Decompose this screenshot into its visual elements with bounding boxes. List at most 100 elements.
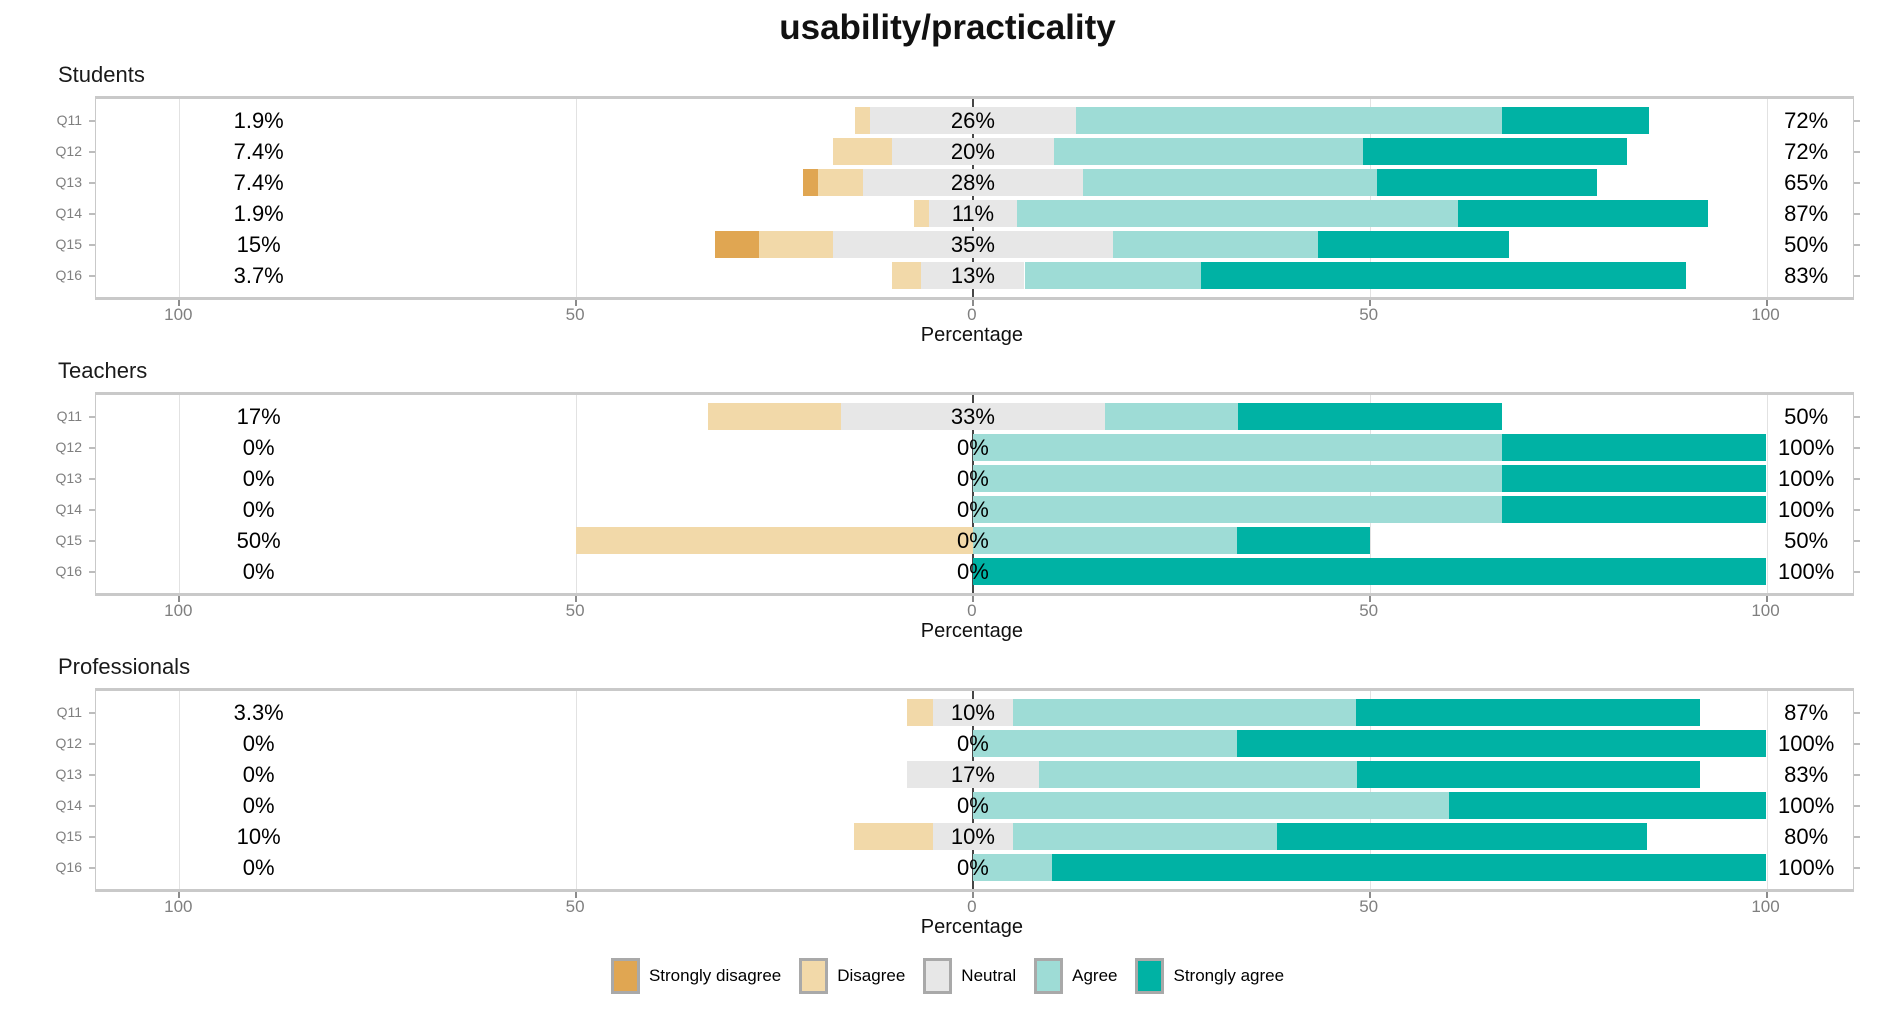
axis-tick-mark: [1368, 596, 1371, 602]
x-axis: 100 50 0 50 100: [95, 596, 1852, 620]
bar-segment-neutral: [833, 231, 1113, 258]
bar-segment-strongly-disagree: [803, 169, 819, 196]
value-label-right: 100%: [1778, 466, 1835, 491]
value-label-right: 100%: [1778, 435, 1835, 460]
bar-segment-agree: [972, 854, 1053, 881]
bar-segment-disagree: [891, 262, 922, 289]
value-label-left: 0%: [242, 762, 275, 787]
value-label-right: 100%: [1778, 731, 1835, 756]
zero-line: [971, 395, 974, 593]
value-label-left: 0%: [242, 793, 275, 818]
x-axis-title: Percentage: [920, 324, 1024, 346]
bar-segment-strongly-agree: [1052, 854, 1767, 881]
legend: Strongly disagree Disagree Neutral Agree Str…: [0, 954, 1895, 998]
bar-segment-agree: [1012, 823, 1277, 850]
q-tick-mark: [1854, 867, 1860, 869]
plot-area: Q11 3.3% 10% 87% Q12 0% 0% 100% Q13 0% 17% 83% Q14 0%…: [56, 688, 1860, 898]
q-tick-mark: [1854, 571, 1860, 573]
bar-segment-neutral: [921, 262, 1025, 289]
bar-segment-strongly-agree: [1200, 262, 1686, 289]
q-tick-mark: [1854, 743, 1860, 745]
bar-row: Q12 0% 0% 100%: [56, 728, 1860, 759]
q-tick-mark: [89, 447, 95, 449]
q-tick-mark: [89, 182, 95, 184]
q-tick-mark: [1854, 478, 1860, 480]
axis-tick-mark: [1368, 300, 1371, 306]
value-label-neutral: 0%: [957, 435, 989, 460]
value-label-neutral: 10%: [950, 700, 995, 725]
value-label-right: 100%: [1778, 497, 1835, 522]
grid-line: [1369, 99, 1371, 297]
value-label-neutral: 26%: [950, 108, 995, 133]
q-tick-mark: [89, 805, 95, 807]
axis-tick-label: 0: [967, 897, 977, 916]
axis-tick-label: 50: [565, 601, 585, 620]
value-label-right: 80%: [1784, 824, 1829, 849]
bar-segment-disagree: [855, 107, 871, 134]
x-axis-title: Percentage: [920, 916, 1024, 938]
grid-line: [1766, 99, 1768, 297]
grid-line: [576, 691, 578, 889]
zero-line: [971, 99, 974, 297]
bar-segment-strongly-agree: [1356, 699, 1700, 726]
value-label-left: 0%: [242, 497, 275, 522]
legend-label-disagree: Disagree: [837, 966, 906, 985]
bar-row: Q16 0% 0% 100%: [56, 556, 1860, 587]
q-tick-mark: [1854, 151, 1860, 153]
value-label-left: 1.9%: [233, 201, 284, 226]
legend-swatch-agree: [1034, 958, 1064, 994]
value-label-right: 100%: [1778, 855, 1835, 880]
value-label-right: 100%: [1778, 793, 1835, 818]
bar-segment-disagree: [833, 138, 892, 165]
bar-segment-neutral: [933, 699, 1013, 726]
legend-label-strongly-disagree: Strongly disagree: [648, 966, 782, 985]
bar-segment-agree: [972, 434, 1503, 461]
q-tick-mark: [1854, 805, 1860, 807]
grid-line: [1369, 691, 1371, 889]
legend-swatch-disagree: [799, 958, 829, 994]
q-label: Q16: [55, 563, 82, 579]
q-label: Q11: [56, 704, 82, 720]
q-tick-mark: [89, 712, 95, 714]
value-label-left: 3.3%: [233, 700, 284, 725]
q-tick-mark: [1854, 275, 1860, 277]
axis-tick-mark: [1765, 596, 1768, 602]
axis-tick-label: 50: [565, 305, 585, 324]
q-tick-mark: [89, 774, 95, 776]
value-label-right: 50%: [1784, 404, 1829, 429]
bar-segment-disagree: [853, 823, 934, 850]
grid-line: [576, 395, 578, 593]
bar-segment-neutral: [928, 200, 1017, 227]
q-tick-mark: [1854, 182, 1860, 184]
value-label-right: 100%: [1778, 559, 1835, 584]
axis-tick-label: 100: [1751, 897, 1780, 916]
axis-tick-mark: [178, 300, 181, 306]
value-label-left: 0%: [242, 559, 275, 584]
q-tick-mark: [89, 416, 95, 418]
q-tick-mark: [89, 540, 95, 542]
value-label-left: 7.4%: [233, 170, 284, 195]
legend-swatch-strongly-agree: [1135, 958, 1165, 994]
bar-segment-strongly-agree: [1502, 496, 1767, 523]
axis-tick-label: 0: [967, 305, 977, 324]
q-tick-mark: [1854, 244, 1860, 246]
axis-tick-label: 50: [1359, 305, 1379, 324]
value-label-neutral: 28%: [950, 170, 995, 195]
axis-tick-mark: [971, 300, 974, 306]
q-tick-mark: [89, 867, 95, 869]
bar-segment-strongly-agree: [1237, 403, 1502, 430]
value-label-neutral: 10%: [950, 824, 995, 849]
grid-line: [1766, 395, 1768, 593]
value-label-neutral: 0%: [957, 528, 989, 553]
q-label: Q16: [55, 859, 82, 875]
value-label-left: 50%: [236, 528, 281, 553]
legend-label-neutral: Neutral: [961, 966, 1017, 985]
bar-segment-disagree: [907, 699, 934, 726]
panel-title: Professionals: [58, 654, 191, 679]
value-label-right: 87%: [1784, 700, 1829, 725]
value-label-left: 10%: [236, 824, 281, 849]
axis-tick-label: 50: [1359, 897, 1379, 916]
bar-segment-agree: [1016, 200, 1459, 227]
bar-segment-strongly-agree: [1356, 761, 1701, 788]
value-label-right: 50%: [1784, 232, 1829, 257]
